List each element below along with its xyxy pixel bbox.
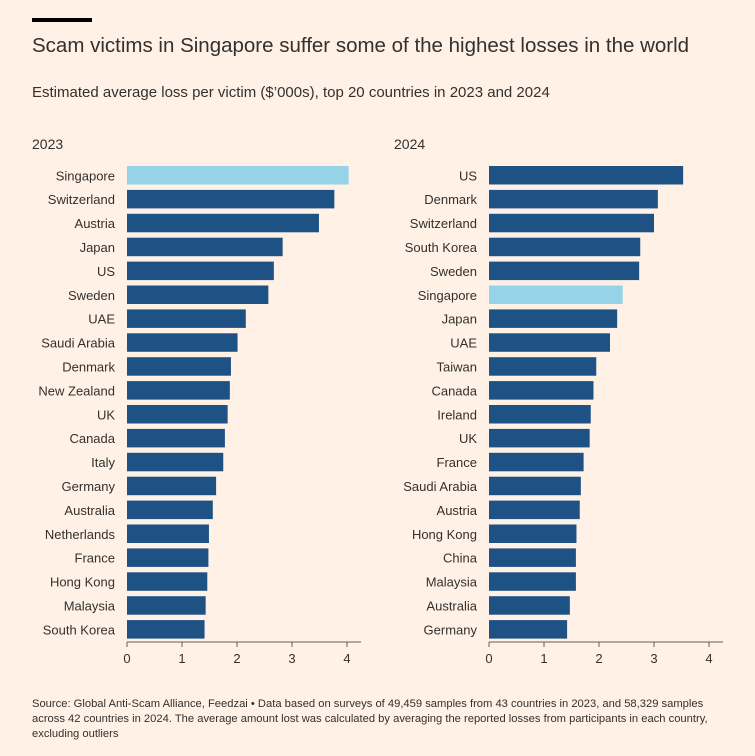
category-label: South Korea (43, 622, 116, 637)
bar-new-zealand (127, 381, 230, 400)
category-label: Germany (424, 622, 478, 637)
bar-ireland (489, 405, 591, 424)
bar-malaysia (489, 572, 576, 591)
bar-italy (127, 452, 224, 472)
category-label: France (75, 551, 115, 566)
bar-france (127, 548, 209, 567)
category-label: Germany (62, 479, 116, 494)
category-label: Austria (75, 216, 116, 231)
category-label: South Korea (405, 240, 478, 255)
category-label: Japan (80, 240, 115, 255)
bar-switzerland (127, 189, 335, 209)
category-label: Malaysia (426, 575, 478, 590)
bar-singapore (127, 166, 349, 185)
category-label: US (97, 264, 115, 279)
chart-subtitle: Estimated average loss per victim ($’000… (32, 84, 550, 101)
category-label: Hong Kong (50, 575, 115, 590)
category-label: New Zealand (38, 383, 115, 398)
category-label: Netherlands (45, 527, 116, 542)
chart-title: Scam victims in Singapore suffer some of… (32, 34, 690, 57)
bar-denmark (489, 189, 658, 209)
bar-switzerland (489, 213, 654, 233)
bar-sweden (127, 285, 269, 304)
category-label: Australia (64, 503, 115, 518)
category-label: Ireland (437, 407, 477, 422)
category-label: Singapore (56, 168, 115, 183)
category-label: Taiwan (437, 359, 477, 374)
bar-uae (489, 333, 610, 352)
category-label: Denmark (62, 359, 115, 374)
bar-canada (489, 381, 594, 400)
brand-bar (32, 18, 92, 22)
bar-us (127, 261, 274, 281)
bar-germany (127, 476, 217, 496)
category-label: UK (97, 407, 115, 422)
bar-charts: 2023SingaporeSwitzerlandAustriaJapanUSSw… (32, 136, 723, 666)
x-tick-label: 0 (123, 651, 130, 666)
source-note: Source: Global Anti-Scam Alliance, Feedz… (32, 698, 708, 740)
bar-south-korea (489, 237, 641, 257)
bar-france (489, 452, 584, 472)
category-label: Malaysia (64, 598, 116, 613)
bar-japan (127, 237, 283, 257)
bar-germany (489, 620, 568, 639)
bar-saudi-arabia (489, 476, 581, 496)
x-tick-label: 0 (485, 651, 492, 666)
category-label: Austria (437, 503, 478, 518)
category-label: Canada (431, 383, 477, 398)
x-tick-label: 2 (233, 651, 240, 666)
bar-singapore (489, 285, 623, 304)
bar-south-korea (127, 620, 205, 639)
bar-australia (127, 500, 213, 520)
category-label: China (443, 551, 478, 566)
bar-taiwan (489, 357, 597, 376)
category-label: Switzerland (410, 216, 477, 231)
x-tick-label: 3 (650, 651, 657, 666)
category-label: Switzerland (48, 192, 115, 207)
x-tick-label: 1 (540, 651, 547, 666)
category-label: Japan (442, 312, 477, 327)
bar-uae (127, 309, 246, 328)
category-label: Saudi Arabia (41, 336, 115, 351)
bar-malaysia (127, 596, 206, 615)
bar-china (489, 548, 576, 567)
category-label: Denmark (424, 192, 477, 207)
panel-title-2024: 2024 (394, 136, 425, 152)
category-label: Saudi Arabia (403, 479, 477, 494)
bar-sweden (489, 261, 640, 281)
bar-denmark (127, 357, 231, 376)
bar-us (489, 166, 684, 185)
category-label: Sweden (430, 264, 477, 279)
category-label: Italy (91, 455, 115, 470)
x-tick-label: 1 (178, 651, 185, 666)
bar-uk (127, 405, 228, 424)
category-label: UK (459, 431, 477, 446)
category-label: Australia (426, 598, 477, 613)
category-label: UAE (450, 336, 477, 351)
x-tick-label: 2 (595, 651, 602, 666)
category-label: US (459, 168, 477, 183)
category-label: Singapore (418, 288, 477, 303)
x-tick-label: 4 (343, 651, 350, 666)
bar-austria (489, 500, 580, 520)
bar-hong-kong (489, 524, 577, 543)
category-label: UAE (88, 312, 115, 327)
bar-hong-kong (127, 572, 208, 591)
category-label: Sweden (68, 288, 115, 303)
bar-australia (489, 596, 570, 615)
bar-canada (127, 428, 225, 448)
bar-saudi-arabia (127, 333, 238, 352)
category-label: Hong Kong (412, 527, 477, 542)
category-label: Canada (69, 431, 115, 446)
bar-japan (489, 309, 618, 328)
x-tick-label: 4 (705, 651, 712, 666)
bar-austria (127, 213, 319, 233)
category-label: France (437, 455, 477, 470)
bar-netherlands (127, 524, 209, 543)
bar-uk (489, 428, 590, 448)
panel-title-2023: 2023 (32, 136, 63, 152)
x-tick-label: 3 (288, 651, 295, 666)
